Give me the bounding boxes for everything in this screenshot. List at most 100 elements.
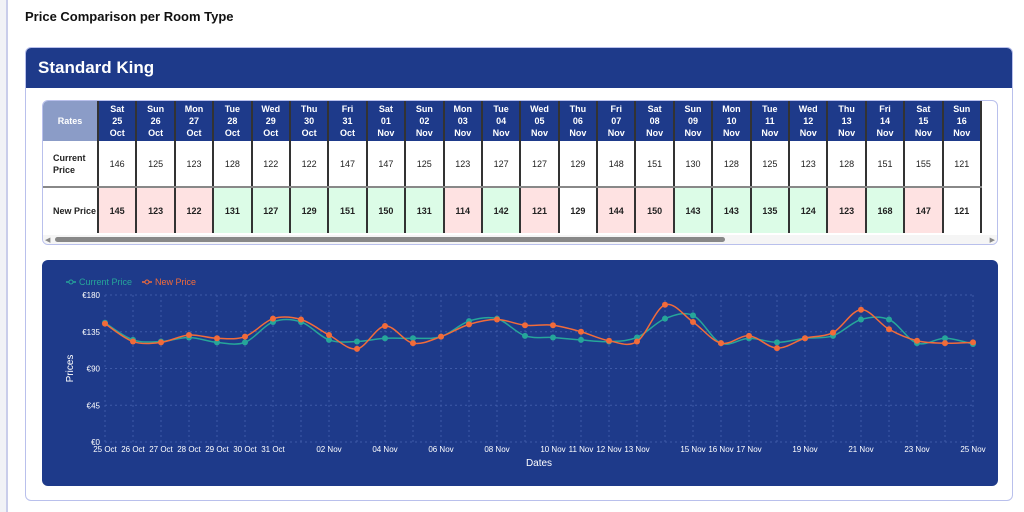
date-header-date: 05 <box>534 116 545 126</box>
new-price-cell[interactable]: 131 <box>213 187 253 233</box>
new-price-cell[interactable]: 124 <box>789 187 829 233</box>
data-point-new-price <box>802 335 808 342</box>
date-header-day: Thu <box>569 104 587 114</box>
series-line-new-price <box>104 303 974 350</box>
date-header-month: Oct <box>340 128 356 138</box>
date-header-month: Nov <box>799 128 817 138</box>
data-point-new-price <box>746 332 752 339</box>
horizontal-scrollbar[interactable]: ◀ ▶ <box>43 235 997 244</box>
new-price-cell[interactable]: 131 <box>405 187 445 233</box>
x-tick-label: 11 Nov <box>569 445 594 454</box>
current-price-cell: 123 <box>443 141 483 188</box>
new-price-cell[interactable]: 147 <box>904 187 944 233</box>
current-price-cell: 125 <box>136 141 176 188</box>
data-point-current-price <box>354 338 360 345</box>
data-point-current-price <box>326 336 332 343</box>
date-header-date: 13 <box>841 116 852 126</box>
new-price-cell[interactable]: 114 <box>443 187 483 233</box>
data-point-current-price <box>690 312 696 319</box>
new-price-cell[interactable]: 151 <box>328 187 368 233</box>
rates-table-container: Rates Sat 25 Oct Sun 26 Oct Mon 27 Oct Tue 28 Oct Wed… <box>42 100 998 245</box>
date-header: Thu 30 Oct <box>289 101 330 141</box>
new-price-cell[interactable]: 123 <box>827 187 867 233</box>
scroll-right-icon[interactable]: ▶ <box>989 237 995 244</box>
date-header: Tue 11 Nov <box>750 101 791 141</box>
date-header-month: Nov <box>838 128 856 138</box>
new-price-cell[interactable]: 143 <box>712 187 752 233</box>
date-header-day: Sun <box>684 104 702 114</box>
legend-marker <box>144 279 150 285</box>
y-tick-label: €45 <box>87 401 101 410</box>
scroll-left-icon[interactable]: ◀ <box>45 237 51 244</box>
new-price-cell[interactable]: 123 <box>136 187 176 233</box>
data-point-new-price <box>354 345 360 352</box>
data-point-new-price <box>102 320 108 327</box>
new-price-cell[interactable]: 143 <box>673 187 714 233</box>
rates-header: Rates <box>43 101 99 141</box>
date-header-month: Nov <box>761 128 779 138</box>
current-price-cell: 128 <box>712 141 752 188</box>
data-point-new-price <box>634 338 640 345</box>
data-point-new-price <box>606 337 612 344</box>
date-header-day: Sun <box>953 104 971 114</box>
date-header-month: Nov <box>684 128 702 138</box>
current-price-cell: 123 <box>789 141 829 188</box>
data-point-new-price <box>718 340 724 347</box>
date-header-date: 02 <box>419 116 430 126</box>
new-price-cell[interactable]: 129 <box>558 187 599 233</box>
new-price-cell[interactable]: 144 <box>597 187 637 233</box>
y-tick-label: €90 <box>87 365 101 374</box>
new-price-cell[interactable]: 145 <box>98 187 138 233</box>
date-header: Sat 25 Oct <box>98 101 138 141</box>
new-price-cell[interactable]: 121 <box>942 187 982 233</box>
date-header-date: 25 <box>112 116 123 126</box>
date-header-date: 26 <box>150 116 161 126</box>
new-price-cell[interactable]: 142 <box>481 187 522 233</box>
price-chart-svg: €0 €45 €90 €135 €180 25 Oct 26 Oct 27 Oct 28 Oct… <box>65 277 986 469</box>
date-header-date: 15 <box>918 116 929 126</box>
data-point-new-price <box>550 322 556 329</box>
data-point-new-price <box>438 333 444 340</box>
date-header-date: 27 <box>188 116 199 126</box>
row-label-current-price: Current Price <box>43 141 99 188</box>
date-header-date: 01 <box>380 116 391 126</box>
current-price-cell: 148 <box>597 141 637 188</box>
data-point-new-price <box>186 332 192 339</box>
new-price-cell[interactable]: 121 <box>520 187 560 233</box>
scrollbar-thumb[interactable] <box>55 237 725 242</box>
x-tick-label: 17 Nov <box>736 445 761 454</box>
current-price-cell: 127 <box>520 141 560 188</box>
date-header-date: 14 <box>880 116 891 126</box>
x-tick-label: 25 Nov <box>960 445 985 454</box>
date-header-day: Tue <box>493 104 509 114</box>
new-price-cell[interactable]: 150 <box>635 187 675 233</box>
new-price-cell[interactable]: 135 <box>750 187 791 233</box>
date-header-month: Nov <box>646 128 664 138</box>
data-point-new-price <box>690 318 696 325</box>
x-tick-label: 23 Nov <box>904 445 929 454</box>
new-price-cell[interactable]: 150 <box>366 187 407 233</box>
data-point-new-price <box>382 323 388 330</box>
data-point-current-price <box>858 316 864 323</box>
current-price-cell: 125 <box>405 141 445 188</box>
date-header-day: Thu <box>300 104 318 114</box>
data-point-new-price <box>326 332 332 339</box>
series-line-current-price <box>104 312 974 345</box>
date-header: Thu 13 Nov <box>827 101 867 141</box>
date-header-date: 07 <box>611 116 622 126</box>
data-point-new-price <box>914 337 920 344</box>
data-point-new-price <box>214 335 220 342</box>
x-tick-label: 29 Oct <box>205 445 229 454</box>
new-price-cell[interactable]: 127 <box>251 187 291 233</box>
date-header: Wed 05 Nov <box>520 101 560 141</box>
data-point-new-price <box>662 301 668 308</box>
new-price-cell[interactable]: 129 <box>289 187 330 233</box>
date-header-day: Fri <box>341 104 354 114</box>
data-point-new-price <box>858 306 864 313</box>
date-header-day: Sat <box>110 104 125 114</box>
date-header-day: Sat <box>647 104 662 114</box>
new-price-cell[interactable]: 168 <box>865 187 906 233</box>
new-price-cell[interactable]: 122 <box>174 187 215 233</box>
date-header-day: Mon <box>722 104 741 114</box>
data-point-new-price <box>886 326 892 333</box>
